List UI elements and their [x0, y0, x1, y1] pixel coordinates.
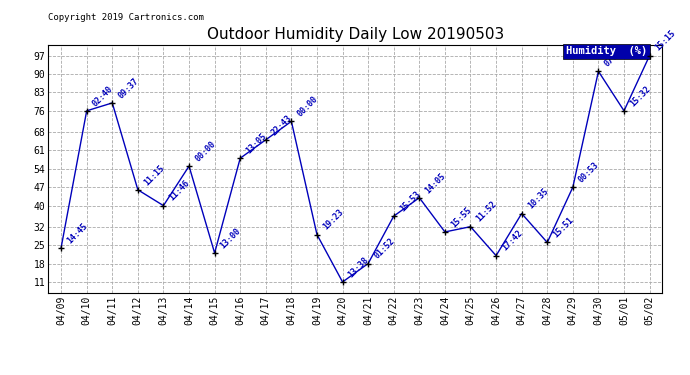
Text: 15:51: 15:51	[551, 216, 575, 240]
Text: 13:05: 13:05	[244, 131, 268, 156]
Text: 07:??: 07:??	[602, 45, 627, 69]
Text: 10:35: 10:35	[526, 187, 550, 211]
Text: 09:37: 09:37	[117, 76, 141, 100]
Text: 11:52: 11:52	[475, 200, 499, 224]
Text: 14:45: 14:45	[66, 221, 89, 245]
Text: 11:15: 11:15	[142, 163, 166, 187]
Text: 22:43: 22:43	[270, 113, 294, 137]
Title: Outdoor Humidity Daily Low 20190503: Outdoor Humidity Daily Low 20190503	[207, 27, 504, 42]
Text: 15:55: 15:55	[449, 205, 473, 229]
Text: 15:53: 15:53	[398, 189, 422, 213]
Text: 00:00: 00:00	[193, 139, 217, 164]
Text: 15:32: 15:32	[628, 84, 652, 108]
Text: 01:52: 01:52	[373, 237, 396, 261]
Text: 13:38: 13:38	[346, 255, 371, 279]
Text: 13:00: 13:00	[219, 226, 243, 250]
Text: 02:40: 02:40	[91, 84, 115, 108]
Text: Copyright 2019 Cartronics.com: Copyright 2019 Cartronics.com	[48, 13, 204, 22]
Text: 00:00: 00:00	[295, 94, 319, 118]
Text: 15:15: 15:15	[653, 29, 678, 53]
Text: 19:23: 19:23	[321, 208, 345, 232]
Text: 11:46: 11:46	[168, 179, 192, 203]
Text: 00:53: 00:53	[577, 160, 601, 184]
Text: 17:42: 17:42	[500, 229, 524, 253]
Text: Humidity  (%): Humidity (%)	[566, 46, 647, 56]
Text: 14:05: 14:05	[424, 171, 448, 195]
